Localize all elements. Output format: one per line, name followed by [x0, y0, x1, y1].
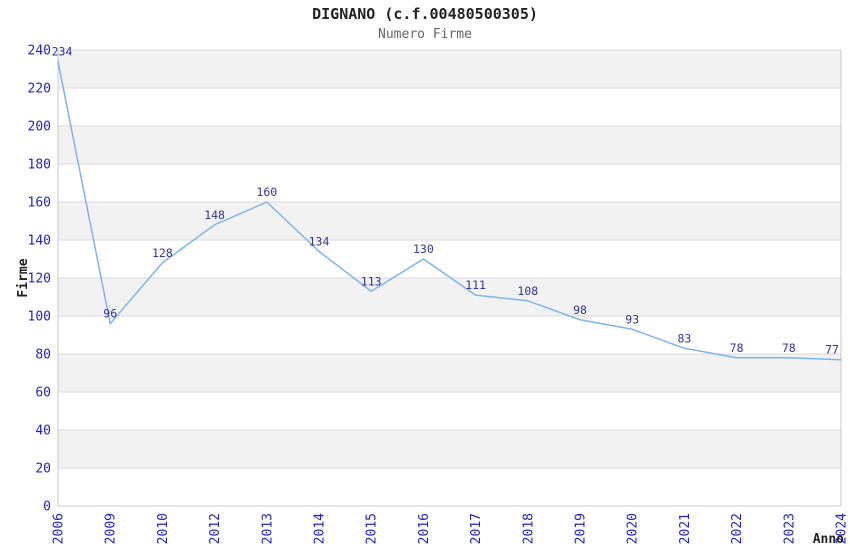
- y-axis-tick-label: 40: [35, 424, 51, 439]
- x-axis-tick-label: 2022: [730, 513, 745, 544]
- data-point-label: 78: [730, 341, 744, 355]
- data-point-label: 93: [625, 312, 639, 326]
- data-point-label: 111: [465, 278, 486, 292]
- plot-band: [58, 126, 841, 164]
- plot-band: [58, 278, 841, 316]
- x-axis-tick-label: 2013: [260, 513, 275, 544]
- data-point-label: 78: [782, 341, 796, 355]
- x-axis-tick-label: 2010: [156, 513, 171, 544]
- y-axis-tick-label: 80: [35, 348, 51, 363]
- x-axis-tick-label: 2018: [521, 513, 536, 544]
- y-axis-tick-label: 180: [28, 158, 51, 173]
- y-axis-tick-label: 200: [28, 120, 51, 135]
- y-axis-title: Firme: [16, 258, 31, 297]
- x-axis-tick-label: 2021: [678, 513, 693, 544]
- x-axis-tick-label: 2006: [52, 513, 67, 544]
- x-axis-tick-label: 2014: [313, 513, 328, 544]
- series-line: [57, 60, 842, 361]
- data-point-label: 234: [52, 44, 73, 58]
- x-axis-tick-label: 2015: [365, 513, 380, 544]
- plot-band: [58, 354, 841, 392]
- data-point-label: 83: [677, 331, 691, 345]
- plot-band: [58, 430, 841, 468]
- y-axis-tick-label: 60: [35, 386, 51, 401]
- data-point-label: 160: [256, 185, 277, 199]
- x-axis-tick-label: 2019: [574, 513, 589, 544]
- chart-subtitle: Numero Firme: [378, 27, 472, 42]
- x-axis-tick-label: 2012: [208, 513, 223, 544]
- y-axis-tick-label: 100: [28, 310, 51, 325]
- data-point-label: 96: [103, 307, 117, 321]
- y-axis-tick-label: 220: [28, 82, 51, 97]
- x-axis-tick-label: 2009: [104, 513, 119, 544]
- data-point-label: 128: [152, 246, 173, 260]
- data-point-label: 108: [517, 284, 538, 298]
- plot-band: [58, 202, 841, 240]
- data-point-label: 113: [361, 274, 382, 288]
- data-point-label: 130: [413, 242, 434, 256]
- y-axis-tick-label: 20: [35, 462, 51, 477]
- data-point-label: 148: [204, 208, 225, 222]
- x-axis-tick-label: 2023: [782, 513, 797, 544]
- x-axis-tick-label: 2016: [417, 513, 432, 544]
- data-point-label: 134: [309, 234, 330, 248]
- y-axis-tick-label: 120: [28, 272, 51, 287]
- x-axis-tick-label: 2024: [835, 513, 850, 544]
- y-axis-tick-label: 140: [28, 234, 51, 249]
- plot-band: [58, 50, 841, 88]
- y-axis-tick-label: 0: [43, 500, 51, 515]
- data-point-label: 98: [573, 303, 587, 317]
- y-axis-tick-label: 160: [28, 196, 51, 211]
- chart-title: DIGNANO (c.f.00480500305): [312, 5, 538, 23]
- x-axis-tick-label: 2020: [626, 513, 641, 544]
- x-axis-tick-label: 2017: [469, 513, 484, 544]
- y-axis-tick-label: 240: [28, 44, 51, 59]
- x-axis-title: Anno: [813, 532, 844, 547]
- data-point-label: 77: [825, 343, 839, 357]
